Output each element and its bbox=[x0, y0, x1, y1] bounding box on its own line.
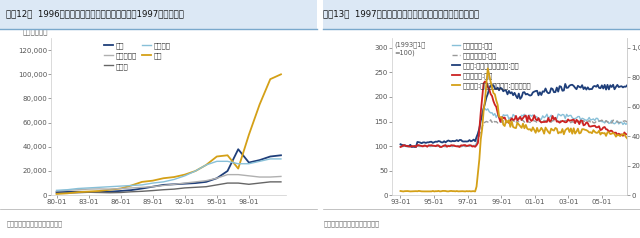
Text: 资料来源：世界银行，华泰研究: 资料来源：世界银行，华泰研究 bbox=[323, 220, 379, 227]
Legend: 美元兑泰铢:指数, 美元兑林吉特:指数, 菲律宾:美元兑菲律宾比索:指数, 美元兑韩元:指数, 即期汇率:美元兑印尼卢比:指数（右）: 美元兑泰铢:指数, 美元兑林吉特:指数, 菲律宾:美元兑菲律宾比索:指数, 美元… bbox=[449, 40, 534, 92]
Text: (1993年1月
=100): (1993年1月 =100) bbox=[394, 41, 426, 56]
Legend: 泰国, 印度尼西亚, 菲律宾, 马来西亚, 韩国: 泰国, 印度尼西亚, 菲律宾, 马来西亚, 韩国 bbox=[102, 40, 173, 72]
Text: （百万美元）: （百万美元） bbox=[23, 28, 49, 35]
Text: 图表12：  1996年及以前亚洲外汇储备未见回落，1997年大幅回落: 图表12： 1996年及以前亚洲外汇储备未见回落，1997年大幅回落 bbox=[6, 10, 184, 19]
Text: 资料来源：世界银行，华泰研究: 资料来源：世界银行，华泰研究 bbox=[6, 220, 63, 227]
Text: 图表13：  1997年亚洲多国放弃固定汇率制度，货币剧烈贬值: 图表13： 1997年亚洲多国放弃固定汇率制度，货币剧烈贬值 bbox=[323, 10, 479, 19]
